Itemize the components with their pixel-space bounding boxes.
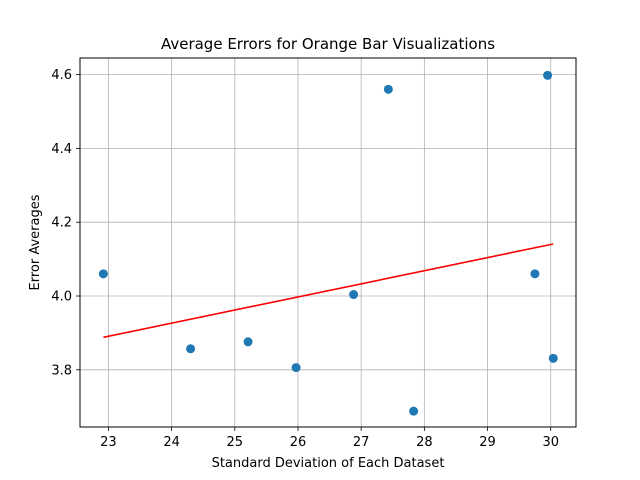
x-tick-label: 23 [100,435,117,450]
scatter-points [98,70,558,416]
x-tick-label: 24 [163,435,180,450]
y-axis-title: Error Averages [28,194,43,290]
y-axis-ticks: 3.8 4.0 4.2 4.4 4.6 [51,68,80,378]
trend-line-group [103,243,554,339]
x-tick-label: 25 [227,435,244,450]
y-tick-label: 4.2 [51,216,72,231]
data-point [383,84,393,94]
data-point [409,406,419,416]
x-tick-label: 26 [290,435,307,450]
data-point [543,70,553,80]
grid [80,58,576,427]
chart-title: Average Errors for Orange Bar Visualizat… [161,35,495,53]
data-point [548,353,558,363]
y-tick-label: 4.0 [51,290,72,305]
data-point [186,344,196,354]
data-point [349,290,359,300]
x-tick-label: 28 [416,435,433,450]
x-axis-ticks: 23 24 25 26 27 28 29 30 [100,427,559,450]
data-point [291,363,301,373]
data-point [530,269,540,279]
y-tick-label: 4.6 [51,68,72,83]
x-tick-label: 29 [479,435,496,450]
trend-line [103,243,554,339]
y-tick-label: 4.4 [51,142,72,157]
x-tick-label: 27 [353,435,370,450]
x-axis-title: Standard Deviation of Each Dataset [212,456,445,471]
y-tick-label: 3.8 [51,363,72,378]
plot-frame [79,57,577,428]
x-tick-label: 30 [542,435,559,450]
data-point [98,269,108,279]
data-point [243,337,253,347]
